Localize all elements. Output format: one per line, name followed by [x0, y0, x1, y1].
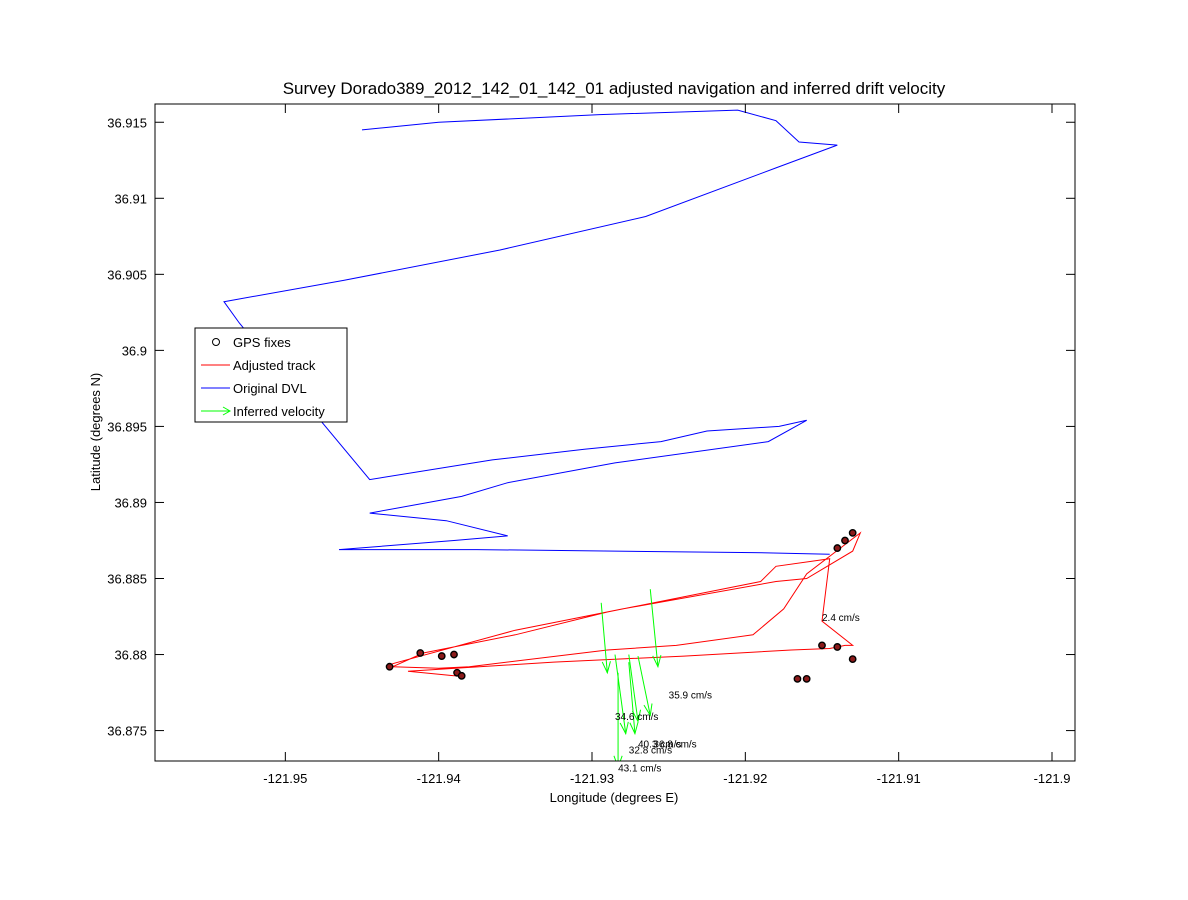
legend-swatch-gps — [212, 338, 220, 346]
legend-box — [194, 327, 348, 423]
legend-label: Adjusted track — [233, 358, 316, 373]
x-tick-label: -121.92 — [723, 771, 767, 786]
velocity-annotation: 40.3 cm/s — [638, 739, 681, 750]
legend: GPS fixes Adjusted track Original DVL Infer… — [194, 327, 348, 423]
y-tick-label: 36.875 — [107, 724, 147, 739]
legend-label: Original DVL — [233, 381, 307, 396]
axes: -121.95 -121.94 -121.93 -121.92 -121.91 -121.… — [107, 103, 1076, 786]
velocity-arrow-shaft — [614, 654, 627, 734]
chart-title: Survey Dorado389_2012_142_01_142_01 adju… — [283, 79, 946, 98]
gps-fix-marker — [457, 671, 466, 680]
y-tick-label: 36.885 — [107, 572, 147, 587]
velocity-arrow-head — [652, 654, 662, 669]
gps-fix-marker — [450, 650, 458, 659]
velocity-annotation: 2.4 cm/s — [822, 613, 860, 624]
gps-fix-marker — [841, 536, 849, 545]
velocity-annotation: 32.8 cm/s — [629, 745, 672, 756]
velocity-arrow-head — [619, 721, 629, 736]
series-line-original-dvl — [223, 109, 838, 555]
y-tick-label: 36.91 — [114, 191, 147, 206]
velocity-arrow-shaft — [600, 602, 608, 673]
x-tick-label: -121.95 — [263, 771, 307, 786]
gps-fix-marker — [833, 544, 842, 552]
legend-label: GPS fixes — [233, 335, 291, 350]
velocity-arrow-head — [643, 703, 653, 717]
y-tick-label: 36.905 — [107, 267, 147, 282]
legend-swatch-arrowhead — [222, 406, 232, 416]
velocity-arrow-head — [631, 709, 642, 723]
gps-fix-marker — [385, 662, 394, 671]
gps-fix-marker — [818, 641, 826, 650]
velocity-annotation: 43.1 cm/s — [618, 764, 661, 775]
gps-fix-marker — [802, 674, 811, 683]
plot-area — [223, 109, 862, 761]
y-tick-label: 36.89 — [114, 495, 147, 510]
y-tick-label: 36.88 — [114, 648, 147, 663]
velocity-arrow-head — [613, 755, 623, 761]
y-tick-label: 36.895 — [107, 419, 147, 434]
velocity-annotation: 36.8 cm/s — [653, 739, 696, 750]
axes-box — [154, 103, 1076, 762]
velocity-arrow-shaft — [637, 655, 651, 716]
x-tick-label: -121.94 — [417, 771, 461, 786]
gps-fix-marker — [848, 528, 857, 537]
y-tick-label: 36.915 — [107, 115, 147, 130]
velocity-annotation: 34.6 cm/s — [615, 712, 658, 723]
gps-fix-marker — [416, 649, 425, 657]
x-axis-label: Longitude (degrees E) — [550, 790, 679, 805]
velocity-arrow-head — [629, 721, 639, 736]
velocity-arrow-shaft — [649, 589, 659, 667]
y-tick-label: 36.9 — [122, 343, 147, 358]
x-tick-label: -121.93 — [570, 771, 614, 786]
gps-fix-marker — [848, 655, 857, 664]
velocity-arrow-shaft — [628, 662, 636, 734]
gps-fix-marker — [793, 674, 802, 683]
velocity-arrow-head — [601, 661, 611, 675]
x-tick-label: -121.91 — [877, 771, 921, 786]
series-line-adjusted-track — [389, 531, 862, 677]
velocity-arrow-shaft — [628, 654, 639, 722]
legend-label: Inferred velocity — [233, 404, 325, 419]
gps-fix-marker — [437, 652, 446, 660]
y-axis-label: Latitude (degrees N) — [88, 373, 103, 492]
x-tick-label: -121.9 — [1034, 771, 1071, 786]
gps-fix-marker — [833, 643, 842, 651]
velocity-annotation: 35.9 cm/s — [669, 691, 712, 702]
